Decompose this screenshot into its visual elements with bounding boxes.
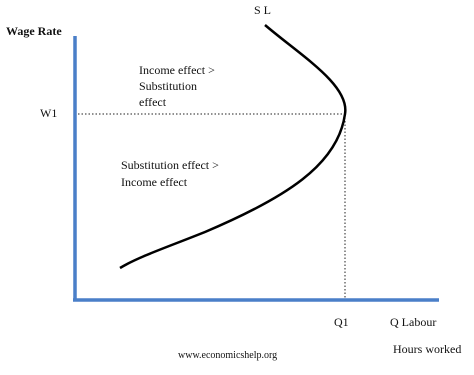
x-axis-label: Q Labour [390,315,436,329]
quantity-level-label: Q1 [334,315,349,329]
annotation-line: Income effect > [139,63,215,77]
wage-level-label: W1 [40,106,57,120]
annotation-line: Substitution effect > [121,158,219,172]
annotation-line: Income effect [121,175,188,189]
footer: www.economicshelp.org [178,350,277,361]
supply-curve [119,24,347,270]
x-axis-sublabel: Hours worked [393,342,461,356]
y-axis-label: Wage Rate [6,24,62,38]
annotation-line: effect [139,95,167,109]
annotation-line: Substitution [139,79,197,93]
curve-label: S L [254,3,271,17]
